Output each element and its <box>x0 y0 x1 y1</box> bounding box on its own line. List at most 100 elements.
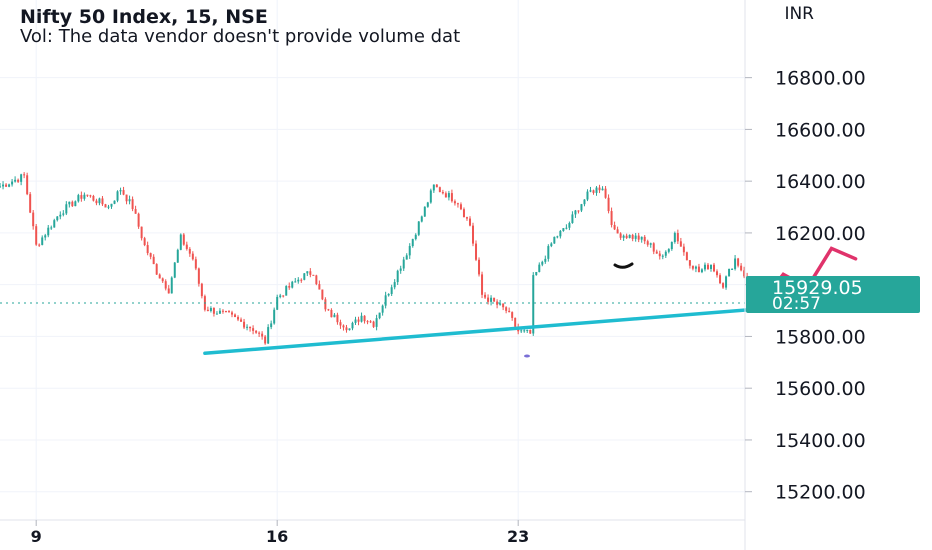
candle-body <box>74 201 77 207</box>
candle-body <box>502 303 505 308</box>
candle-body <box>53 220 56 228</box>
candle-body <box>716 271 719 276</box>
candle-body <box>649 243 652 245</box>
candle-body <box>200 283 203 297</box>
candle-body <box>387 293 390 296</box>
candle-body <box>0 186 2 188</box>
candle-body <box>246 326 249 328</box>
candle-body <box>688 260 691 266</box>
candle-body <box>405 255 408 260</box>
time-tick-label: 16 <box>266 527 288 546</box>
candle-body <box>459 204 462 210</box>
candle-body <box>113 200 116 204</box>
candle-body <box>89 195 92 197</box>
candle-body <box>381 305 384 313</box>
candle-body <box>411 239 414 247</box>
candle-body <box>291 281 294 288</box>
chart-annotations <box>0 246 858 358</box>
candle-body <box>625 235 628 238</box>
candle-body <box>378 312 381 319</box>
candle-body <box>86 194 89 196</box>
last-price-tag: 15929.05 02:57 <box>746 276 920 314</box>
candle-body <box>493 297 496 302</box>
candle-body <box>11 181 14 185</box>
candle-body <box>92 195 95 201</box>
candle-body <box>432 184 435 191</box>
candle-body <box>691 265 694 269</box>
candle-body <box>101 198 104 205</box>
candle-body <box>508 310 511 313</box>
candle-body <box>634 235 637 239</box>
price-tick-label: 15200.00 <box>775 482 866 504</box>
candle-body <box>598 187 601 191</box>
candle-body <box>408 246 411 256</box>
candle-body <box>731 268 734 270</box>
candle-body <box>673 233 676 243</box>
candle-body <box>640 236 643 240</box>
candle-body <box>294 281 297 283</box>
candle-body <box>375 318 378 327</box>
candle-body <box>725 276 728 288</box>
candle-body <box>532 275 535 334</box>
candle-body <box>333 314 336 318</box>
candle-body <box>697 266 700 273</box>
candle-body <box>667 249 670 252</box>
candle-body <box>703 264 706 270</box>
candle-body <box>330 309 333 318</box>
candle-body <box>342 325 345 328</box>
candle-body <box>393 282 396 288</box>
candle-body <box>574 210 577 215</box>
candle-body <box>595 187 598 193</box>
candle-body <box>372 321 375 327</box>
candle-body <box>224 311 227 313</box>
candle-body <box>14 179 17 182</box>
candle-body <box>131 199 134 210</box>
candle-body <box>255 330 258 333</box>
candle-body <box>170 277 173 294</box>
candle-body <box>95 200 98 204</box>
candle-body <box>188 248 191 254</box>
candle-body <box>499 303 502 305</box>
candle-body <box>194 259 197 269</box>
candle-body <box>197 268 200 284</box>
support-trendline[interactable] <box>203 306 773 356</box>
candle-body <box>694 266 697 269</box>
candle-body <box>709 264 712 269</box>
candle-body <box>318 284 321 290</box>
candle-body <box>315 275 318 285</box>
candle-body <box>324 299 327 310</box>
candle-body <box>384 295 387 306</box>
candle-body <box>5 184 8 187</box>
candle-body <box>652 243 655 252</box>
candle-body <box>282 295 285 297</box>
candle-body <box>215 313 218 315</box>
candle-body <box>616 229 619 234</box>
candle-body <box>300 279 303 281</box>
candle-body <box>83 194 86 199</box>
candle-body <box>399 268 402 271</box>
candle-body <box>679 241 682 247</box>
candle-body <box>487 297 490 302</box>
candle-body <box>143 238 146 246</box>
candle-body <box>182 234 185 245</box>
candle-body <box>23 174 26 176</box>
candle-body <box>17 179 20 182</box>
candle-body <box>176 249 179 263</box>
candle-body <box>279 295 282 297</box>
candle-body <box>206 309 209 311</box>
candle-body <box>619 233 622 238</box>
candle-body <box>547 246 550 259</box>
candle-body <box>544 258 547 262</box>
candle-body <box>583 199 586 205</box>
candle-body <box>719 275 722 284</box>
candle-body <box>658 253 661 257</box>
candle-body <box>306 271 309 274</box>
candle-body <box>50 227 53 229</box>
candle-body <box>351 322 354 329</box>
candle-body <box>556 236 559 238</box>
candle-body <box>740 265 743 271</box>
candle-body <box>734 258 737 269</box>
time-tick-label: 23 <box>507 527 529 546</box>
candle-body <box>429 190 432 203</box>
